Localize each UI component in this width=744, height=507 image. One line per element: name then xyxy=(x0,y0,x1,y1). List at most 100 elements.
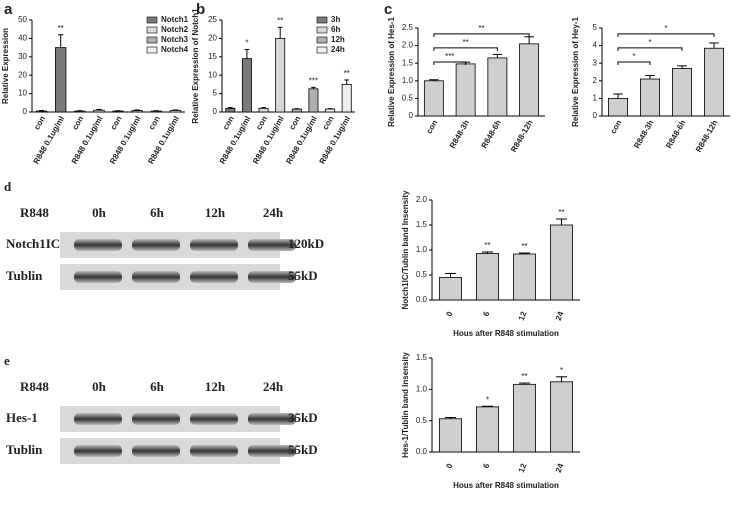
blot-band xyxy=(74,413,122,425)
row-label: Notch1IC xyxy=(6,236,60,251)
bar xyxy=(150,110,162,113)
blot-band xyxy=(74,271,122,283)
significance-label: ** xyxy=(478,24,484,33)
legend-swatch xyxy=(146,16,158,24)
y-tick-label: 0.0 xyxy=(416,295,428,304)
blot-band xyxy=(132,271,180,283)
x-tick-label: 6 xyxy=(481,310,491,318)
y-tick-label: 25 xyxy=(208,15,217,24)
y-tick-label: 40 xyxy=(18,34,27,43)
y-tick-label: 0.5 xyxy=(416,270,428,279)
x-tick-label: con xyxy=(425,118,440,135)
x-tick-label: 0 xyxy=(444,310,454,318)
y-tick-label: 5 xyxy=(213,89,218,98)
legend-label: 6h xyxy=(331,25,340,34)
blot-band xyxy=(248,413,296,425)
significance-label: ** xyxy=(58,24,64,33)
bar xyxy=(672,68,693,117)
blot-band xyxy=(248,239,296,251)
legend-swatch xyxy=(316,36,328,44)
y-tick-label: 0 xyxy=(593,111,598,120)
size-label: 35kD xyxy=(288,410,318,425)
y-axis-label: Notch1IC/Tublin band Insensity xyxy=(401,190,410,310)
legend-swatch xyxy=(146,26,158,34)
bar xyxy=(550,224,574,301)
x-tick-label: 24 xyxy=(554,462,566,474)
x-tick-label: con xyxy=(221,114,236,131)
y-tick-label: 1 xyxy=(593,94,598,103)
y-tick-label: 0.5 xyxy=(402,94,414,103)
legend-label: 12h xyxy=(331,35,345,44)
y-axis-label: Relative Expression xyxy=(1,28,10,104)
legend-label: Notch2 xyxy=(161,25,189,34)
x-axis-label: Hous after R848 stimulation xyxy=(453,481,559,490)
legend-swatch xyxy=(146,36,158,44)
y-axis-label: Relative Expression of Hes-1 xyxy=(387,17,396,127)
x-tick-label: con xyxy=(70,114,85,131)
blot-band xyxy=(132,413,180,425)
x-tick-label: 24 xyxy=(554,310,566,322)
y-tick-label: 2 xyxy=(593,76,598,85)
x-tick-label: con xyxy=(321,114,336,131)
lane-label: 12h xyxy=(205,205,226,220)
lane-label: 0h xyxy=(92,205,107,220)
blot-band xyxy=(190,271,238,283)
y-axis-label: Relative Expression of Notch1 xyxy=(191,8,200,124)
blot-band xyxy=(74,445,122,457)
bar xyxy=(169,110,182,113)
significance-label: ** xyxy=(344,69,350,78)
bar xyxy=(93,109,105,113)
bar xyxy=(112,110,124,113)
significance-bracket xyxy=(433,33,530,37)
legend-label: 24h xyxy=(331,45,345,54)
panel-letter: a xyxy=(4,1,13,18)
significance-label: * xyxy=(486,395,489,404)
bar xyxy=(455,63,476,117)
row-label: Hes-1 xyxy=(6,410,38,425)
y-tick-label: 10 xyxy=(18,89,27,98)
y-tick-label: 1.5 xyxy=(416,353,428,362)
x-tick-label: con xyxy=(254,114,269,131)
bar xyxy=(225,107,236,113)
bar xyxy=(438,418,462,453)
bar xyxy=(608,98,629,117)
blot-band xyxy=(190,239,238,251)
x-tick-label: R848-6h xyxy=(480,118,503,150)
bar xyxy=(291,108,302,113)
legend-label: Notch1 xyxy=(161,15,189,24)
bar xyxy=(131,110,143,113)
y-tick-label: 0.5 xyxy=(416,416,428,425)
legend-swatch xyxy=(316,46,328,54)
row-label: Tublin xyxy=(6,268,43,283)
bar xyxy=(55,47,67,113)
panel-letter: c xyxy=(384,1,392,18)
bar xyxy=(550,381,574,453)
significance-label: ** xyxy=(277,16,283,25)
bar xyxy=(513,383,537,453)
significance-label: *** xyxy=(445,52,454,61)
y-tick-label: 0 xyxy=(409,111,414,120)
significance-label: ** xyxy=(558,208,564,217)
y-tick-label: 1.5 xyxy=(402,58,414,67)
significance-label: *** xyxy=(309,76,318,85)
x-tick-label: con xyxy=(609,118,624,135)
y-tick-label: 0.0 xyxy=(416,447,428,456)
blot-band xyxy=(248,271,296,283)
y-axis-label: Relative Expression of Hey-1 xyxy=(571,17,580,127)
bar xyxy=(74,110,86,113)
significance-label: ** xyxy=(484,241,490,250)
blot-band xyxy=(190,413,238,425)
lane-label: 24h xyxy=(263,205,284,220)
bar xyxy=(475,253,499,301)
bar xyxy=(513,253,537,301)
panel-letter: b xyxy=(196,1,205,18)
y-tick-label: 1.5 xyxy=(416,220,428,229)
blot-band xyxy=(190,445,238,457)
bar xyxy=(640,78,661,117)
y-tick-label: 2.5 xyxy=(402,23,414,32)
y-tick-label: 0 xyxy=(23,107,28,116)
legend-label: 3h xyxy=(331,15,340,24)
lane-label: 0h xyxy=(92,379,107,394)
bar xyxy=(423,80,444,117)
